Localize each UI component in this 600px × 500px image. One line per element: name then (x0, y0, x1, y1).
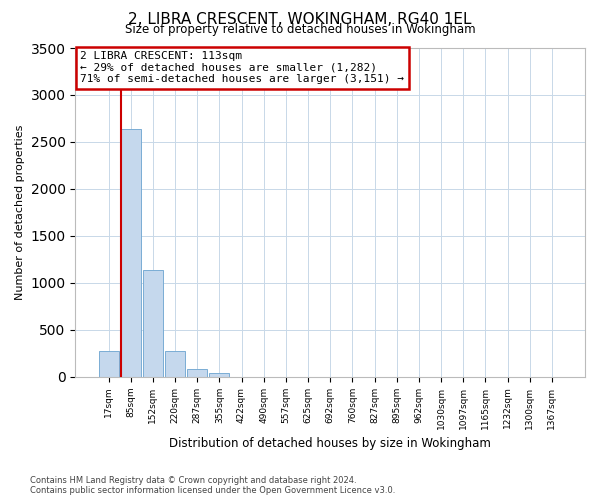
Bar (165, 350, 185, 377)
Y-axis label: Number of detached properties: Number of detached properties (15, 124, 25, 300)
Bar (209, 373, 229, 377)
Bar (143, 270, 163, 377)
Bar (98, 350, 119, 377)
Text: 2 LIBRA CRESCENT: 113sqm
← 29% of detached houses are smaller (1,282)
71% of sem: 2 LIBRA CRESCENT: 113sqm ← 29% of detach… (80, 52, 404, 84)
Text: Size of property relative to detached houses in Wokingham: Size of property relative to detached ho… (125, 22, 475, 36)
Text: 2, LIBRA CRESCENT, WOKINGHAM, RG40 1EL: 2, LIBRA CRESCENT, WOKINGHAM, RG40 1EL (128, 12, 472, 28)
X-axis label: Distribution of detached houses by size in Wokingham: Distribution of detached houses by size … (169, 437, 491, 450)
Text: Contains HM Land Registry data © Crown copyright and database right 2024.
Contai: Contains HM Land Registry data © Crown c… (30, 476, 395, 495)
Bar (187, 370, 207, 377)
Bar (121, 129, 140, 377)
